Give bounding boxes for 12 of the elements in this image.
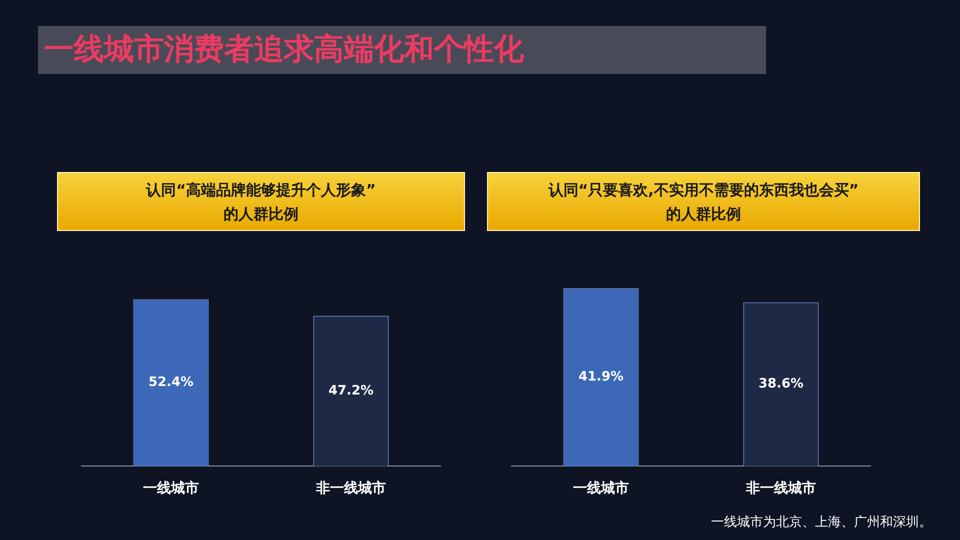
x-tick-label: 非一线城市 <box>745 479 816 496</box>
data-label: 47.2% <box>328 383 374 398</box>
x-tick-label: 一线城市 <box>573 479 629 496</box>
x-tick-label: 非一线城市 <box>315 479 386 496</box>
text: 一线城市为北京、上海、广州和深圳。 <box>711 514 932 531</box>
text: 一线城市消费者追求高端化和个性化 <box>38 26 766 74</box>
x-tick-label: 一线城市 <box>143 479 199 496</box>
chart-title: 认同“高端品牌能够提升个人形象” 的人群比例 <box>57 172 465 231</box>
data-label: 38.6% <box>758 376 804 392</box>
data-label: 52.4% <box>148 375 194 390</box>
data-label: 41.9% <box>578 370 624 385</box>
chart-title: 认同“只要喜欢,不实用不需要的东西我也会买” 的人群比例 <box>487 172 920 231</box>
